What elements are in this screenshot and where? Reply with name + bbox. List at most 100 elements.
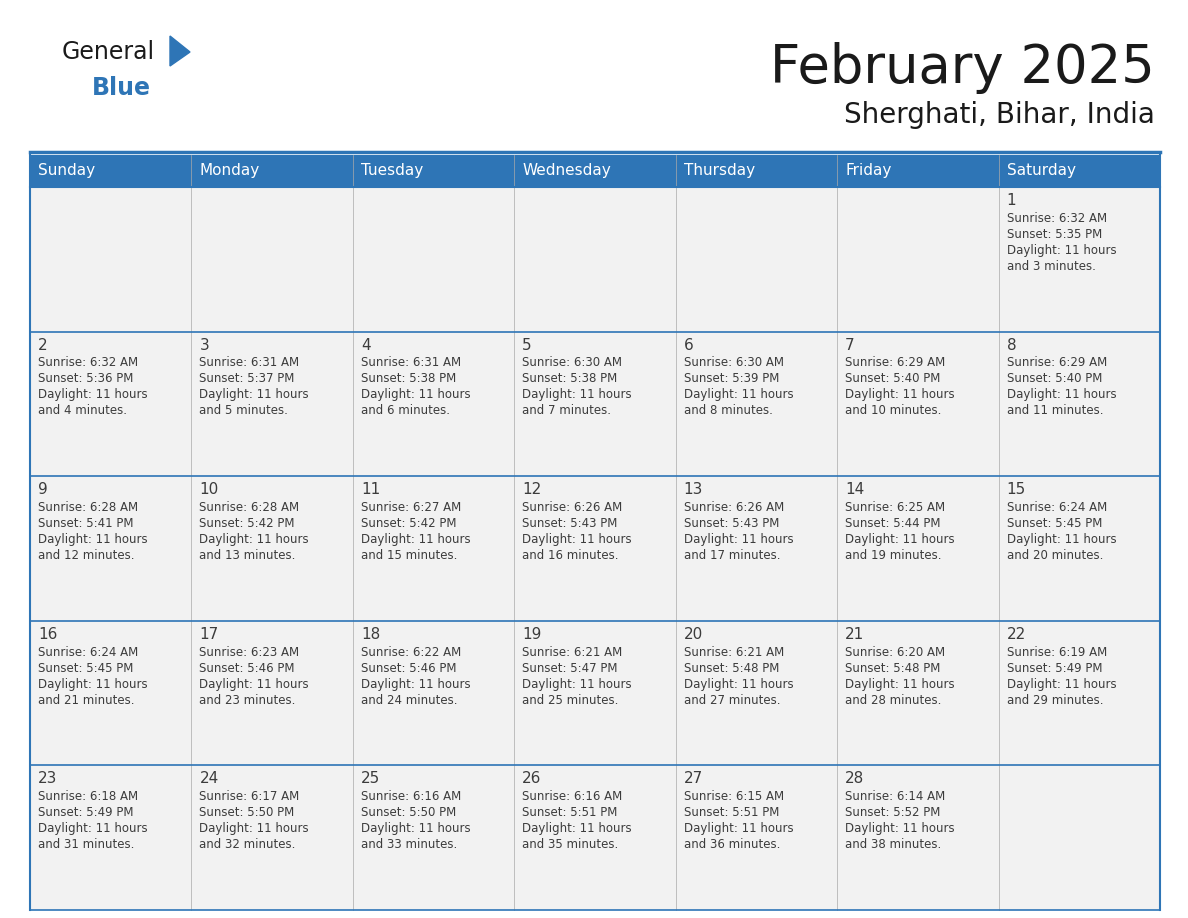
- Text: Friday: Friday: [845, 163, 891, 178]
- Bar: [353, 621, 514, 766]
- Bar: [191, 331, 353, 476]
- Text: Sunset: 5:42 PM: Sunset: 5:42 PM: [200, 517, 295, 530]
- Text: Sunset: 5:39 PM: Sunset: 5:39 PM: [684, 373, 779, 386]
- Bar: [514, 621, 676, 766]
- Text: Sunrise: 6:15 AM: Sunrise: 6:15 AM: [684, 790, 784, 803]
- Text: Sunset: 5:51 PM: Sunset: 5:51 PM: [684, 806, 779, 819]
- Text: Sunrise: 6:17 AM: Sunrise: 6:17 AM: [200, 790, 299, 803]
- Text: Sunrise: 6:24 AM: Sunrise: 6:24 AM: [38, 645, 138, 658]
- Text: 1: 1: [1006, 193, 1016, 208]
- Text: 4: 4: [361, 338, 371, 353]
- Bar: [30, 187, 191, 331]
- Text: Daylight: 11 hours: Daylight: 11 hours: [361, 388, 470, 401]
- Text: Sunrise: 6:31 AM: Sunrise: 6:31 AM: [361, 356, 461, 369]
- Text: and 11 minutes.: and 11 minutes.: [1006, 404, 1104, 418]
- Text: Sunset: 5:49 PM: Sunset: 5:49 PM: [1006, 662, 1102, 675]
- Text: and 32 minutes.: and 32 minutes.: [200, 838, 296, 851]
- Text: Sunset: 5:41 PM: Sunset: 5:41 PM: [38, 517, 133, 530]
- Bar: [353, 766, 514, 910]
- Text: 20: 20: [684, 627, 703, 642]
- Bar: [999, 476, 1159, 621]
- Text: Sunrise: 6:19 AM: Sunrise: 6:19 AM: [1006, 645, 1107, 658]
- Text: Sunset: 5:38 PM: Sunset: 5:38 PM: [361, 373, 456, 386]
- Text: and 31 minutes.: and 31 minutes.: [38, 838, 134, 851]
- Text: Sunset: 5:51 PM: Sunset: 5:51 PM: [523, 806, 618, 819]
- Text: and 21 minutes.: and 21 minutes.: [38, 693, 134, 707]
- Bar: [191, 476, 353, 621]
- Text: 8: 8: [1006, 338, 1016, 353]
- Text: and 12 minutes.: and 12 minutes.: [38, 549, 134, 562]
- Bar: [30, 766, 191, 910]
- Text: 2: 2: [38, 338, 48, 353]
- Bar: [999, 155, 1159, 187]
- Text: 15: 15: [1006, 482, 1025, 498]
- Bar: [514, 155, 676, 187]
- Text: Sunrise: 6:16 AM: Sunrise: 6:16 AM: [361, 790, 461, 803]
- Text: 23: 23: [38, 771, 57, 787]
- Text: Sunset: 5:48 PM: Sunset: 5:48 PM: [684, 662, 779, 675]
- Text: Sunday: Sunday: [38, 163, 95, 178]
- Text: Daylight: 11 hours: Daylight: 11 hours: [361, 823, 470, 835]
- Text: Sunset: 5:38 PM: Sunset: 5:38 PM: [523, 373, 618, 386]
- Text: Sunset: 5:42 PM: Sunset: 5:42 PM: [361, 517, 456, 530]
- Bar: [353, 331, 514, 476]
- Text: Daylight: 11 hours: Daylight: 11 hours: [38, 388, 147, 401]
- Bar: [676, 187, 838, 331]
- Text: Sunrise: 6:16 AM: Sunrise: 6:16 AM: [523, 790, 623, 803]
- Text: Daylight: 11 hours: Daylight: 11 hours: [200, 823, 309, 835]
- Text: Sunset: 5:50 PM: Sunset: 5:50 PM: [200, 806, 295, 819]
- Bar: [838, 621, 999, 766]
- Text: Sunset: 5:49 PM: Sunset: 5:49 PM: [38, 806, 133, 819]
- Text: Sunrise: 6:26 AM: Sunrise: 6:26 AM: [523, 501, 623, 514]
- Bar: [838, 476, 999, 621]
- Text: Tuesday: Tuesday: [361, 163, 423, 178]
- Text: and 17 minutes.: and 17 minutes.: [684, 549, 781, 562]
- Text: 10: 10: [200, 482, 219, 498]
- Bar: [191, 155, 353, 187]
- Polygon shape: [170, 36, 190, 66]
- Text: Daylight: 11 hours: Daylight: 11 hours: [523, 533, 632, 546]
- Bar: [676, 621, 838, 766]
- Text: Sunset: 5:47 PM: Sunset: 5:47 PM: [523, 662, 618, 675]
- Text: Daylight: 11 hours: Daylight: 11 hours: [1006, 677, 1117, 690]
- Text: Daylight: 11 hours: Daylight: 11 hours: [845, 823, 955, 835]
- Text: Sunset: 5:46 PM: Sunset: 5:46 PM: [361, 662, 456, 675]
- Text: Daylight: 11 hours: Daylight: 11 hours: [684, 677, 794, 690]
- Bar: [676, 155, 838, 187]
- Text: Wednesday: Wednesday: [523, 163, 611, 178]
- Text: Sunrise: 6:21 AM: Sunrise: 6:21 AM: [684, 645, 784, 658]
- Bar: [353, 476, 514, 621]
- Text: 18: 18: [361, 627, 380, 642]
- Bar: [514, 331, 676, 476]
- Text: Sunrise: 6:30 AM: Sunrise: 6:30 AM: [684, 356, 784, 369]
- Bar: [838, 766, 999, 910]
- Text: and 15 minutes.: and 15 minutes.: [361, 549, 457, 562]
- Bar: [999, 331, 1159, 476]
- Text: Sunset: 5:40 PM: Sunset: 5:40 PM: [1006, 373, 1102, 386]
- Text: Sunset: 5:45 PM: Sunset: 5:45 PM: [1006, 517, 1102, 530]
- Text: Daylight: 11 hours: Daylight: 11 hours: [200, 533, 309, 546]
- Text: Daylight: 11 hours: Daylight: 11 hours: [845, 388, 955, 401]
- Text: and 35 minutes.: and 35 minutes.: [523, 838, 619, 851]
- Text: Sunrise: 6:24 AM: Sunrise: 6:24 AM: [1006, 501, 1107, 514]
- Bar: [514, 766, 676, 910]
- Text: Sunrise: 6:26 AM: Sunrise: 6:26 AM: [684, 501, 784, 514]
- Text: Sunset: 5:35 PM: Sunset: 5:35 PM: [1006, 228, 1101, 241]
- Bar: [353, 187, 514, 331]
- Text: Sunset: 5:52 PM: Sunset: 5:52 PM: [845, 806, 941, 819]
- Text: Daylight: 11 hours: Daylight: 11 hours: [1006, 533, 1117, 546]
- Text: Sunrise: 6:22 AM: Sunrise: 6:22 AM: [361, 645, 461, 658]
- Bar: [30, 331, 191, 476]
- Text: Sunrise: 6:20 AM: Sunrise: 6:20 AM: [845, 645, 946, 658]
- Text: Sunrise: 6:30 AM: Sunrise: 6:30 AM: [523, 356, 623, 369]
- Bar: [676, 766, 838, 910]
- Text: 7: 7: [845, 338, 855, 353]
- Text: Daylight: 11 hours: Daylight: 11 hours: [684, 533, 794, 546]
- Bar: [514, 476, 676, 621]
- Text: Sunrise: 6:23 AM: Sunrise: 6:23 AM: [200, 645, 299, 658]
- Text: 25: 25: [361, 771, 380, 787]
- Bar: [191, 621, 353, 766]
- Text: Sunrise: 6:29 AM: Sunrise: 6:29 AM: [1006, 356, 1107, 369]
- Text: Thursday: Thursday: [684, 163, 754, 178]
- Text: Sunrise: 6:27 AM: Sunrise: 6:27 AM: [361, 501, 461, 514]
